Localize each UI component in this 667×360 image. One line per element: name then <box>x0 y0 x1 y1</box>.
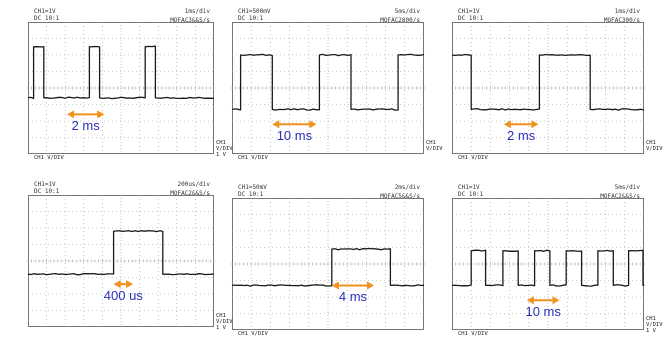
footer-channel-info: CH1 <box>426 140 436 146</box>
timebase-label: 1ms/div <box>614 8 640 15</box>
timebase-label: 200us/div <box>177 181 210 188</box>
coupling-label: DC 10:1 <box>458 191 484 198</box>
coupling-label: DC 10:1 <box>34 188 60 195</box>
footer-channel-info: 1 V <box>646 328 656 334</box>
scope-plot <box>451 198 645 330</box>
sample-rate-label: MOFAC2&&S/s <box>600 193 640 200</box>
coupling-label: DC 10:1 <box>238 191 264 198</box>
footer-channel-info: CH1 <box>646 316 656 322</box>
channel-scale-label: CH1=1V <box>458 184 480 191</box>
waveform-trace <box>231 53 425 111</box>
footer-channel-info: CH1 <box>646 140 656 146</box>
measurement-arrow <box>113 280 134 289</box>
scope-panel-4: CH1=1V DC 10:1 200us/div MOFAC2&&S/s 400 us C… <box>27 181 244 357</box>
footer-channel-info: V/DIV <box>426 146 443 152</box>
measurement-label: 400 us <box>103 288 143 304</box>
sample-rate-label: MOFAC2800/s <box>380 17 420 24</box>
footer-channel-info: V/DIV <box>646 146 663 152</box>
scope-plot <box>451 22 645 154</box>
channel-scale-label: CH1=1V <box>34 181 56 188</box>
footer-channel-info: 1 V <box>216 152 226 158</box>
sample-rate-label: MOFAC300/s <box>603 17 640 24</box>
footer-volts-per-div: CH1 V/DIV <box>238 155 268 161</box>
measurement-arrow <box>331 281 375 290</box>
measurement-label: 2 ms <box>71 118 100 134</box>
waveform-trace <box>27 230 215 276</box>
waveform-trace <box>451 53 645 111</box>
scope-panel-5: CH1=50mV DC 10:1 2ms/div MOFAC5&&S/s 4 ms CH1… <box>231 184 454 360</box>
waveform-trace <box>451 249 645 287</box>
footer-channel-info: CH1 <box>216 140 226 146</box>
footer-volts-per-div: CH1 V/DIV <box>34 155 64 161</box>
sample-rate-label: MOFAC5&&S/s <box>380 193 420 200</box>
channel-scale-label: CH1=1V <box>458 8 480 15</box>
footer-channel-info: V/DIV <box>646 322 663 328</box>
coupling-label: DC 10:1 <box>238 15 264 22</box>
waveform-trace <box>231 247 425 287</box>
footer-channel-info: CH1 <box>216 313 226 319</box>
timebase-label: 1ms/div <box>184 8 210 15</box>
sample-rate-label: MOFAC3&&S/s <box>170 17 210 24</box>
footer-volts-per-div: CH1 V/DIV <box>458 155 488 161</box>
measurement-arrow <box>272 120 317 129</box>
measurement-label: 2 ms <box>507 128 536 144</box>
channel-scale-label: CH1=500mV <box>238 8 271 15</box>
scope-panel-1: CH1=1V DC 10:1 1ms/div MOFAC3&&S/s 2 ms CH1 V… <box>27 8 244 184</box>
scope-panel-6: CH1=1V DC 10:1 5ms/div MOFAC2&&S/s 10 ms CH1 … <box>451 184 667 360</box>
footer-volts-per-div: CH1 V/DIV <box>238 331 268 337</box>
channel-scale-label: CH1=50mV <box>238 184 267 191</box>
measurement-label: 10 ms <box>525 304 561 320</box>
timebase-label: 2ms/div <box>394 184 420 191</box>
waveform-trace <box>27 45 214 100</box>
footer-channel-info: V/DIV <box>216 146 233 152</box>
scope-plot <box>27 22 215 154</box>
channel-scale-label: CH1=1V <box>34 8 56 15</box>
timebase-label: 5ms/div <box>614 184 640 191</box>
footer-channel-info: 1 V <box>216 325 226 331</box>
coupling-label: DC 10:1 <box>458 15 484 22</box>
scope-panel-3: CH1=1V DC 10:1 1ms/div MOFAC300/s 2 ms CH1 V/… <box>451 8 667 184</box>
measurement-label: 10 ms <box>276 128 313 144</box>
scope-panel-2: CH1=500mV DC 10:1 5ms/div MOFAC2800/s 10 ms C… <box>231 8 454 184</box>
scope-plot <box>231 198 425 330</box>
measurement-label: 4 ms <box>338 289 368 305</box>
measurement-arrow <box>526 296 560 305</box>
sample-rate-label: MOFAC2&&S/s <box>170 190 210 197</box>
timebase-label: 5ms/div <box>394 8 420 15</box>
measurement-arrow <box>503 120 539 129</box>
coupling-label: DC 10:1 <box>34 15 60 22</box>
footer-channel-info: V/DIV <box>216 319 233 325</box>
footer-volts-per-div: CH1 V/DIV <box>458 331 488 337</box>
measurement-arrow <box>67 110 105 119</box>
scope-plot <box>27 195 215 327</box>
scope-plot <box>231 22 425 154</box>
